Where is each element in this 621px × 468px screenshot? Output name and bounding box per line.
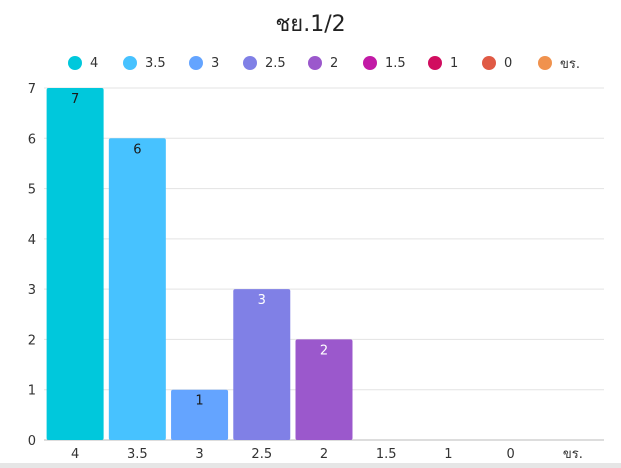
legend-label: 2: [330, 55, 339, 71]
x-tick-label: 1.5: [376, 447, 397, 462]
legend-item[interactable]: 4: [68, 52, 98, 74]
data-label: 6: [133, 142, 141, 157]
bar: [46, 88, 104, 440]
legend-label: 1: [450, 55, 459, 71]
x-tick-label: 0: [507, 447, 515, 462]
y-tick-label: 7: [28, 82, 36, 97]
data-label: 1: [195, 394, 203, 409]
y-tick-label: 0: [28, 434, 36, 449]
y-tick-label: 5: [28, 183, 36, 198]
x-tick-label: 3: [195, 447, 203, 462]
legend-label: 2.5: [265, 55, 286, 71]
bar: [171, 389, 229, 440]
legend-swatch: [363, 56, 377, 70]
y-tick-label: 2: [28, 333, 36, 348]
legend-swatch: [123, 56, 137, 70]
legend-item[interactable]: 2.5: [243, 52, 286, 74]
x-tick-label: 3.5: [127, 447, 148, 462]
y-tick-label: 4: [28, 233, 36, 248]
y-tick-label: 6: [28, 132, 36, 147]
data-label: 7: [71, 92, 79, 107]
legend-swatch: [538, 56, 552, 70]
legend-item[interactable]: 3.5: [123, 52, 166, 74]
legend-label: 0: [504, 55, 513, 71]
legend-item[interactable]: 3: [189, 52, 219, 74]
legend-swatch: [189, 56, 203, 70]
legend-item[interactable]: 1: [428, 52, 458, 74]
legend-swatch: [243, 56, 257, 70]
legend-swatch: [308, 56, 322, 70]
y-tick-label: 3: [28, 283, 36, 298]
data-label: 2: [320, 343, 328, 358]
legend-item[interactable]: ขร.: [538, 52, 580, 74]
legend-swatch: [68, 56, 82, 70]
data-label: 3: [258, 293, 266, 308]
legend-label: ขร.: [560, 56, 581, 72]
bottom-divider: [0, 463, 621, 468]
legend-swatch: [482, 56, 496, 70]
chart-legend: 4 3.5 3 2.5 2 1.5 1 0 ขร.: [0, 52, 621, 74]
x-tick-label: 1: [444, 447, 452, 462]
legend-swatch: [428, 56, 442, 70]
legend-label: 3.5: [145, 55, 166, 71]
bar: [295, 339, 353, 440]
x-tick-label: 4: [71, 447, 79, 462]
chart-title: ชย.1/2: [275, 12, 346, 37]
legend-item[interactable]: 0: [482, 52, 512, 74]
bar: [108, 138, 166, 441]
legend-label: 1.5: [385, 55, 406, 71]
x-tick-label: 2: [320, 447, 328, 462]
x-tick-label: 2.5: [251, 447, 272, 462]
bar: [233, 289, 291, 440]
legend-item[interactable]: 2: [308, 52, 338, 74]
legend-item[interactable]: 1.5: [363, 52, 406, 74]
y-tick-label: 1: [28, 384, 36, 399]
x-tick-label: ขร.: [563, 447, 583, 462]
legend-label: 3: [211, 55, 220, 71]
legend-label: 4: [90, 55, 99, 71]
